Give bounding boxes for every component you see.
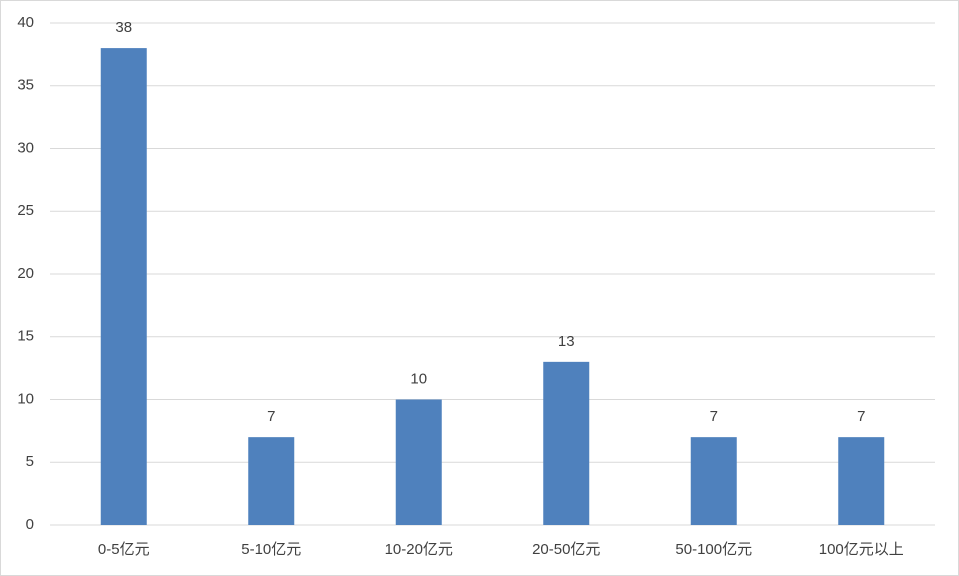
- data-label: 38: [115, 19, 132, 36]
- y-tick-label: 35: [17, 77, 34, 94]
- data-label: 13: [558, 333, 575, 350]
- bar: [838, 437, 885, 525]
- x-tick-label: 100亿元以上: [819, 541, 904, 558]
- x-tick-label: 50-100亿元: [675, 541, 752, 558]
- data-label: 7: [267, 408, 275, 425]
- y-tick-label: 5: [26, 453, 34, 470]
- bar: [100, 48, 147, 525]
- y-tick-label: 15: [17, 328, 34, 345]
- y-tick-label: 25: [17, 202, 34, 219]
- data-label: 7: [710, 408, 718, 425]
- bar: [690, 437, 737, 525]
- bar: [248, 437, 295, 525]
- x-tick-label: 0-5亿元: [98, 541, 150, 558]
- y-tick-label: 0: [26, 516, 34, 533]
- x-tick-label: 10-20亿元: [385, 541, 453, 558]
- bar: [543, 361, 590, 525]
- y-tick-label: 10: [17, 390, 34, 407]
- y-tick-label: 30: [17, 139, 34, 156]
- data-label: 7: [857, 408, 865, 425]
- x-tick-label: 20-50亿元: [532, 541, 600, 558]
- bar: [395, 399, 442, 525]
- y-tick-label: 20: [17, 265, 34, 282]
- data-label: 10: [410, 370, 427, 387]
- y-tick-label: 40: [17, 14, 34, 31]
- x-tick-label: 5-10亿元: [241, 541, 301, 558]
